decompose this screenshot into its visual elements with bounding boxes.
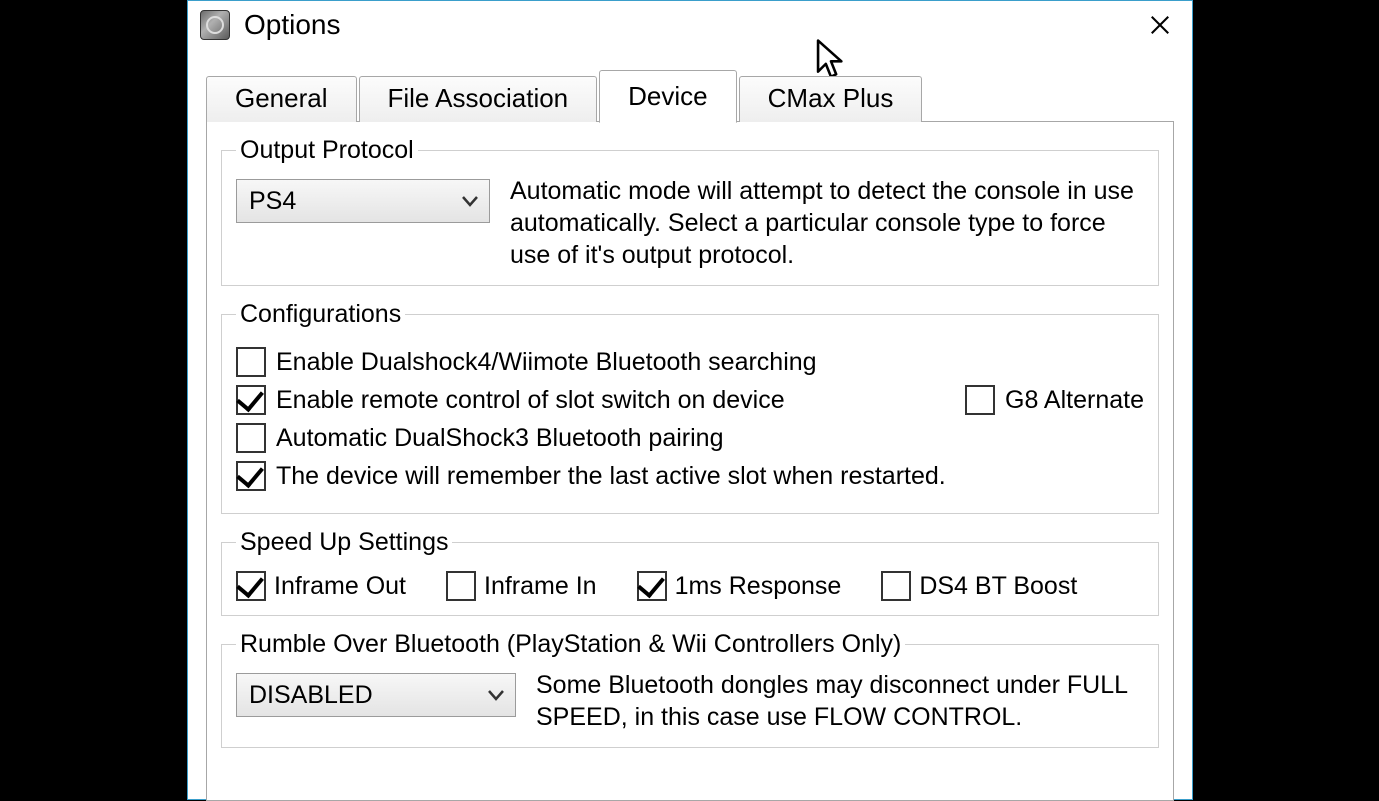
content-area: General File Association Device CMax Plu… xyxy=(188,49,1192,801)
checkbox-label: Inframe In xyxy=(484,572,597,601)
rumble-description: Some Bluetooth dongles may disconnect un… xyxy=(536,669,1144,733)
tab-label: CMax Plus xyxy=(768,83,894,113)
tab-cmax-plus[interactable]: CMax Plus xyxy=(739,76,923,122)
tab-label: General xyxy=(235,83,328,113)
checkbox-bt-searching[interactable] xyxy=(236,347,266,377)
tab-panel-device: Output Protocol PS4 Automatic mode will … xyxy=(206,121,1174,801)
checkbox-label: Enable remote control of slot switch on … xyxy=(276,386,785,415)
close-button[interactable] xyxy=(1136,5,1184,45)
checkbox-label: Inframe Out xyxy=(274,572,406,601)
checkbox-remember-slot[interactable] xyxy=(236,461,266,491)
tab-label: Device xyxy=(628,81,707,111)
checkbox-label: 1ms Response xyxy=(675,572,842,601)
tab-label: File Association xyxy=(388,83,569,113)
tab-bar: General File Association Device CMax Plu… xyxy=(206,69,1174,121)
window-title: Options xyxy=(244,9,341,41)
tab-device[interactable]: Device xyxy=(599,70,736,123)
group-legend: Output Protocol xyxy=(236,136,418,165)
rumble-select[interactable]: DISABLED xyxy=(236,673,516,717)
checkbox-label: DS4 BT Boost xyxy=(919,572,1077,601)
select-value: DISABLED xyxy=(249,681,373,710)
checkbox-inframe-out[interactable] xyxy=(236,571,266,601)
titlebar: Options xyxy=(188,1,1192,49)
checkbox-remote-slot-switch[interactable] xyxy=(236,385,266,415)
checkbox-label: Enable Dualshock4/Wiimote Bluetooth sear… xyxy=(276,348,817,377)
output-protocol-select[interactable]: PS4 xyxy=(236,179,490,223)
group-legend: Speed Up Settings xyxy=(236,528,452,557)
checkbox-ds3-pairing[interactable] xyxy=(236,423,266,453)
checkbox-ds4-bt-boost[interactable] xyxy=(881,571,911,601)
group-speed-up: Speed Up Settings Inframe Out Inframe In… xyxy=(221,528,1159,616)
output-protocol-description: Automatic mode will attempt to detect th… xyxy=(510,175,1144,271)
chevron-down-icon xyxy=(487,689,505,701)
checkbox-label: Automatic DualShock3 Bluetooth pairing xyxy=(276,424,724,453)
checkbox-inframe-in[interactable] xyxy=(446,571,476,601)
close-icon xyxy=(1149,14,1171,36)
checkbox-label: The device will remember the last active… xyxy=(276,462,946,491)
app-icon xyxy=(200,10,230,40)
select-value: PS4 xyxy=(249,187,296,216)
checkbox-g8-alternate[interactable] xyxy=(965,385,995,415)
chevron-down-icon xyxy=(461,195,479,207)
options-window: Options General File Association Device … xyxy=(187,0,1193,800)
group-rumble-bt: Rumble Over Bluetooth (PlayStation & Wii… xyxy=(221,630,1159,748)
tab-file-association[interactable]: File Association xyxy=(359,76,598,122)
tab-general[interactable]: General xyxy=(206,76,357,122)
checkbox-label: G8 Alternate xyxy=(1005,386,1144,415)
group-legend: Configurations xyxy=(236,300,405,329)
group-legend: Rumble Over Bluetooth (PlayStation & Wii… xyxy=(236,630,905,659)
checkbox-1ms-response[interactable] xyxy=(637,571,667,601)
group-configurations: Configurations Enable Dualshock4/Wiimote… xyxy=(221,300,1159,514)
group-output-protocol: Output Protocol PS4 Automatic mode will … xyxy=(221,136,1159,286)
